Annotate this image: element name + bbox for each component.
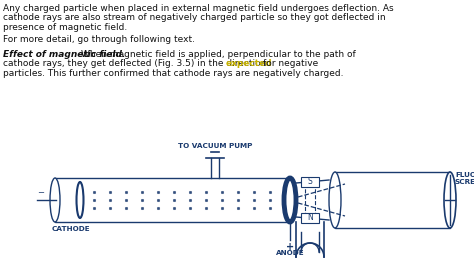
Text: cathode rays, they get deflected (Fig. 3.5) in the direction: cathode rays, they get deflected (Fig. 3… [3, 59, 266, 69]
Text: FLUORESCENT
SCREEN: FLUORESCENT SCREEN [455, 172, 474, 185]
Ellipse shape [50, 178, 60, 222]
Text: When magnetic field is applied, perpendicular to the path of: When magnetic field is applied, perpendi… [81, 50, 356, 59]
Text: TO VACUUM PUMP: TO VACUUM PUMP [178, 143, 252, 149]
Text: CATHODE: CATHODE [52, 226, 91, 232]
Text: ANODE: ANODE [276, 250, 304, 256]
Text: particles. This further confirmed that cathode rays are negatively charged.: particles. This further confirmed that c… [3, 69, 344, 78]
Bar [335, 172, 450, 228]
Text: −: − [37, 188, 45, 197]
Ellipse shape [76, 182, 83, 218]
Ellipse shape [329, 172, 341, 228]
Text: expected: expected [226, 59, 273, 69]
Text: cathode rays are also stream of negatively charged particle so they got deflecte: cathode rays are also stream of negative… [3, 14, 386, 22]
Text: S: S [308, 177, 312, 187]
Text: for negative: for negative [263, 59, 318, 69]
Text: N: N [307, 214, 313, 222]
Ellipse shape [444, 172, 456, 228]
Text: presence of magnetic field.: presence of magnetic field. [3, 23, 127, 32]
Text: Any charged particle when placed in external magnetic field undergoes deflection: Any charged particle when placed in exte… [3, 4, 393, 13]
Text: For more detail, go through following text.: For more detail, go through following te… [3, 35, 195, 45]
Text: +: + [286, 242, 294, 252]
Bar [55, 178, 290, 222]
Ellipse shape [284, 178, 296, 222]
Text: Effect of magnetic field.: Effect of magnetic field. [3, 50, 126, 59]
Bar [301, 213, 319, 223]
Bar [301, 177, 319, 187]
